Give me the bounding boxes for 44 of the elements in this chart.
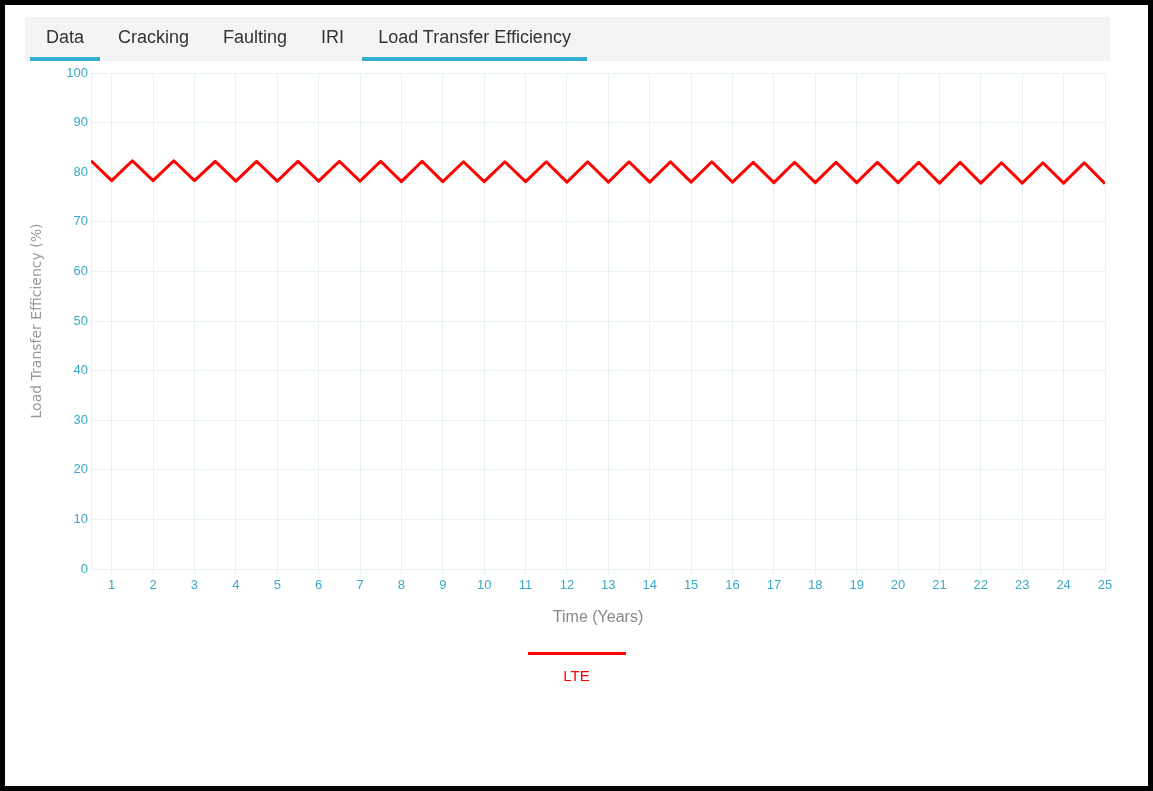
x-tick-label: 3 <box>190 577 199 593</box>
y-tick-label: 10 <box>73 510 88 526</box>
x-tick-label: 7 <box>356 577 364 593</box>
text: Data <box>30 17 101 61</box>
y-tick-label: 80 <box>73 163 88 179</box>
text: Faulting <box>222 26 289 49</box>
x-tick-label: 5 <box>273 577 281 593</box>
y-tick-label: 30 <box>73 411 88 427</box>
x-tick-label: 17 <box>766 577 782 593</box>
y-tick-label: 100 <box>66 64 88 80</box>
x-tick-label: 19 <box>849 577 864 593</box>
x-tick-label: 12 <box>559 577 575 593</box>
x-tick-label: 11 <box>518 577 533 593</box>
x-tick-label: 18 <box>808 577 823 593</box>
x-tick-label: 2 <box>149 577 157 593</box>
x-tick-label: 8 <box>397 577 406 593</box>
x-tick-label: 15 <box>683 577 699 593</box>
x-tick-label: 21 <box>932 577 947 593</box>
y-tick-label: 50 <box>73 312 88 328</box>
x-tick-label: 24 <box>1056 577 1071 593</box>
y-tick-label: 0 <box>80 560 88 576</box>
x-tick-label: 6 <box>315 577 323 593</box>
y-tick-label: 60 <box>73 262 88 278</box>
y-tick-label: 90 <box>73 114 88 130</box>
x-tick-label: 16 <box>725 577 740 593</box>
x-tick-label: 10 <box>476 577 492 593</box>
y-tick-label: 20 <box>73 461 88 477</box>
x-tick-label: 25 <box>1097 577 1113 593</box>
x-tick-label: 4 <box>232 577 240 593</box>
x-tick-label: 20 <box>890 577 906 593</box>
text: LTE <box>562 667 591 684</box>
x-tick-label: 22 <box>973 577 989 593</box>
x-tick-label: 13 <box>601 577 616 593</box>
text: IRI <box>320 26 346 49</box>
x-tick-label: 14 <box>642 577 657 593</box>
x-tick-label: 1 <box>108 577 116 593</box>
y-axis-title: Load Transfer Efficiency (%) <box>28 223 45 419</box>
y-tick-label: 70 <box>73 213 88 229</box>
x-axis-title: Time (Years) <box>552 607 644 625</box>
x-tick-label: 9 <box>439 577 447 593</box>
y-tick-label: 40 <box>73 362 88 378</box>
text: Cracking <box>117 26 191 49</box>
chart-title: Load Transfer Efficiency <box>362 17 587 61</box>
x-tick-label: 23 <box>1014 577 1030 593</box>
